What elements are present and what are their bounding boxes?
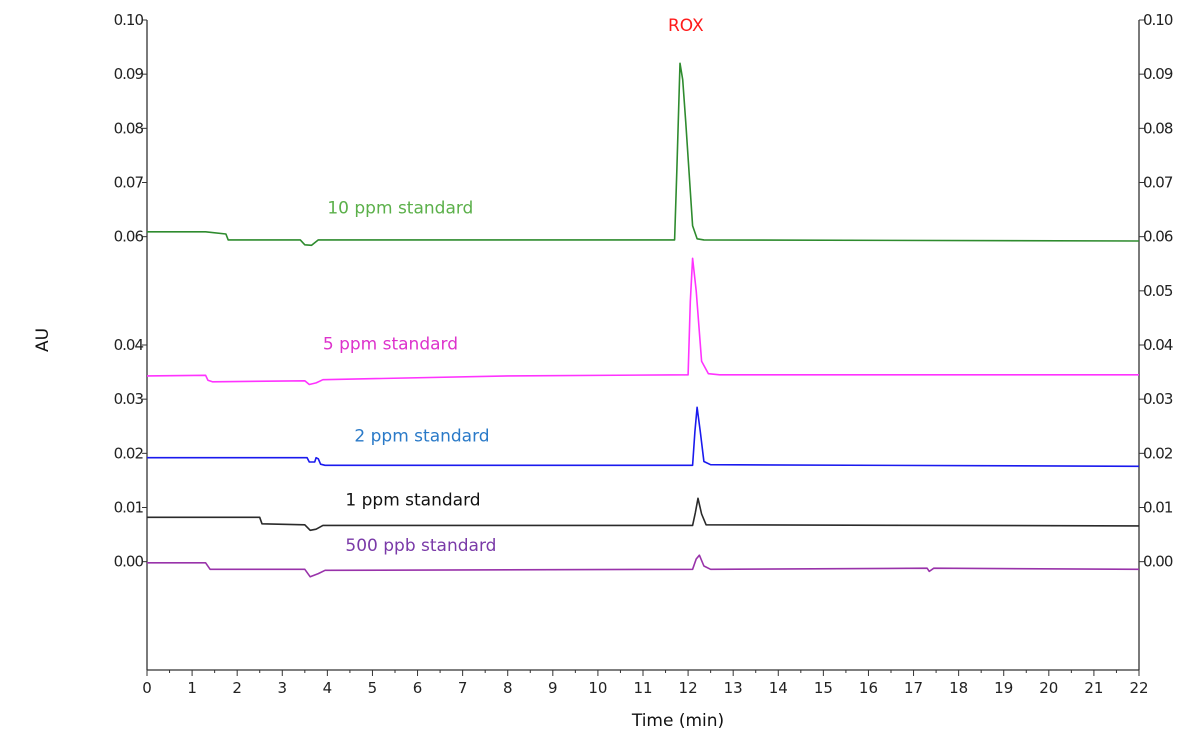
left-y-tick-label: 0.09: [114, 65, 144, 83]
left-y-tick-label: 0.02: [114, 444, 144, 462]
x-tick-label: 20: [1039, 679, 1058, 697]
series-label: 2 ppm standard: [354, 426, 489, 446]
left-y-tick-label: 0.04: [114, 336, 144, 354]
left-y-tick-label: 0.06: [114, 228, 144, 246]
x-tick-label: 5: [368, 679, 378, 697]
series-line: [146, 257, 1139, 386]
right-y-tick-label: 0.10: [1143, 11, 1173, 29]
series-line: [147, 554, 1140, 578]
series-label: 1 ppm standard: [345, 490, 480, 510]
right-y-tick-label: 0.06: [1143, 228, 1173, 246]
peak-annotation: ROX: [668, 16, 704, 36]
right-y-tick-label: 0.01: [1143, 499, 1173, 517]
right-y-tick-label: 0.05: [1143, 282, 1173, 300]
x-tick-label: 22: [1129, 679, 1148, 697]
x-tick-label: 9: [548, 679, 558, 697]
x-tick-label: 14: [769, 679, 788, 697]
left-y-tick-label: 0.01: [114, 499, 144, 517]
x-tick-label: 16: [859, 679, 878, 697]
x-tick-label: 6: [413, 679, 423, 697]
x-axis-title: Time (min): [631, 711, 724, 731]
series-label: 10 ppm standard: [327, 198, 473, 218]
x-tick-label: 2: [232, 679, 242, 697]
right-y-tick-label: 0.08: [1143, 119, 1173, 137]
x-tick-label: 18: [949, 679, 968, 697]
x-tick-label: 12: [679, 679, 698, 697]
x-tick-label: 13: [724, 679, 743, 697]
right-y-tick-label: 0.00: [1143, 553, 1173, 571]
y-axis-title: AU: [33, 328, 53, 352]
left-y-tick-label: 0.00: [114, 553, 144, 571]
x-tick-label: 10: [588, 679, 607, 697]
annotations: ROX: [668, 16, 704, 36]
series-line: [147, 497, 1140, 532]
right-y-axis: 0.10 0.09 0.08 0.07 0.06 0.05 0.04 0.03 0.02 0.01…: [1139, 11, 1174, 571]
x-tick-label: 21: [1084, 679, 1103, 697]
x-tick-label: 7: [458, 679, 468, 697]
series-lines: [146, 62, 1140, 578]
x-tick-label: 1: [187, 679, 197, 697]
x-tick-label: 11: [633, 679, 652, 697]
right-y-tick-label: 0.07: [1143, 174, 1173, 192]
series-label: 5 ppm standard: [323, 334, 458, 354]
left-y-axis: 0.10 0.09 0.08 0.07 0.06 0.04 0.03 0.02 0.01 0.00: [114, 11, 147, 571]
x-tick-label: 3: [277, 679, 287, 697]
left-y-tick-label: 0.07: [114, 174, 144, 192]
x-tick-label: 15: [814, 679, 833, 697]
x-axis: 0 1 2 3 4 5 6 7 8 9 10 11 12 13 14 15 16 17 18 19 20 21 22: [142, 670, 1149, 697]
right-y-tick-label: 0.02: [1143, 444, 1173, 462]
left-y-tick-label: 0.03: [114, 390, 144, 408]
left-y-tick-label: 0.08: [114, 119, 144, 137]
x-tick-label: 4: [323, 679, 333, 697]
series-labels: 10 ppm standard 5 ppm standard 2 ppm stand…: [323, 198, 497, 555]
series-line: [147, 62, 1140, 247]
x-tick-label: 19: [994, 679, 1013, 697]
right-y-tick-label: 0.04: [1143, 336, 1173, 354]
right-y-tick-label: 0.03: [1143, 390, 1173, 408]
series-line: [147, 406, 1140, 468]
x-tick-label: 8: [503, 679, 513, 697]
x-tick-label: 0: [142, 679, 152, 697]
series-label: 500 ppb standard: [345, 536, 496, 556]
x-tick-label: 17: [904, 679, 923, 697]
right-y-tick-label: 0.09: [1143, 65, 1173, 83]
left-y-tick-label: 0.10: [114, 11, 144, 29]
